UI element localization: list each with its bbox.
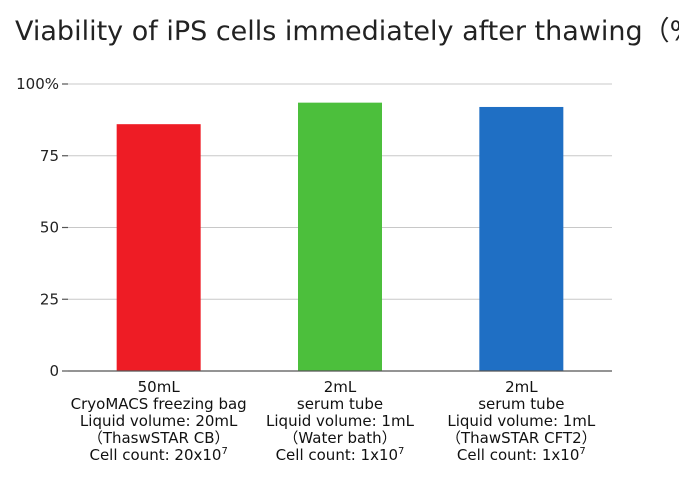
bars <box>116 102 564 372</box>
category-label-line: Liquid volume: 20mL <box>80 412 238 430</box>
y-axis-ticks: 0 25 50 75 100% <box>16 75 68 380</box>
chart-title: Viability of iPS cells immediately after… <box>15 16 679 47</box>
cell-count-exponent: 7 <box>398 446 404 457</box>
category-label-line: （ThawSTAR CFT2） <box>446 429 597 447</box>
category-label-line: serum tube <box>478 395 564 413</box>
category-label-line: serum tube <box>297 395 383 413</box>
category-label-line: Liquid volume: 1mL <box>266 412 415 430</box>
category-label-line: 2mL <box>505 378 538 396</box>
category-label-line: （ThaswSTAR CB） <box>88 429 230 447</box>
cell-count-label: Cell count: 20x107 <box>89 446 227 464</box>
y-tick-label: 50 <box>40 219 59 237</box>
category-label-line: CryoMACS freezing bag <box>71 395 247 413</box>
category-label-line: 50mL <box>138 378 181 396</box>
cell-count-label: Cell count: 1x107 <box>276 446 405 464</box>
y-tick-label: 100% <box>16 75 59 93</box>
y-tick-label: 0 <box>49 362 59 380</box>
bar <box>479 106 564 372</box>
bar <box>116 124 201 372</box>
bar <box>298 102 382 371</box>
cell-count-text: Cell count: 20x10 <box>89 446 221 464</box>
cell-count-exponent: 7 <box>221 446 227 457</box>
y-tick-label: 25 <box>40 290 59 308</box>
cell-count-text: Cell count: 1x10 <box>457 446 579 464</box>
cell-count-exponent: 7 <box>579 446 585 457</box>
category-label-line: （Water bath） <box>283 429 396 447</box>
category-label-line: 2mL <box>324 378 357 396</box>
y-tick-label: 75 <box>40 147 59 165</box>
cell-count-text: Cell count: 1x10 <box>276 446 398 464</box>
category-label-line: Liquid volume: 1mL <box>447 412 596 430</box>
cell-count-label: Cell count: 1x107 <box>457 446 586 464</box>
